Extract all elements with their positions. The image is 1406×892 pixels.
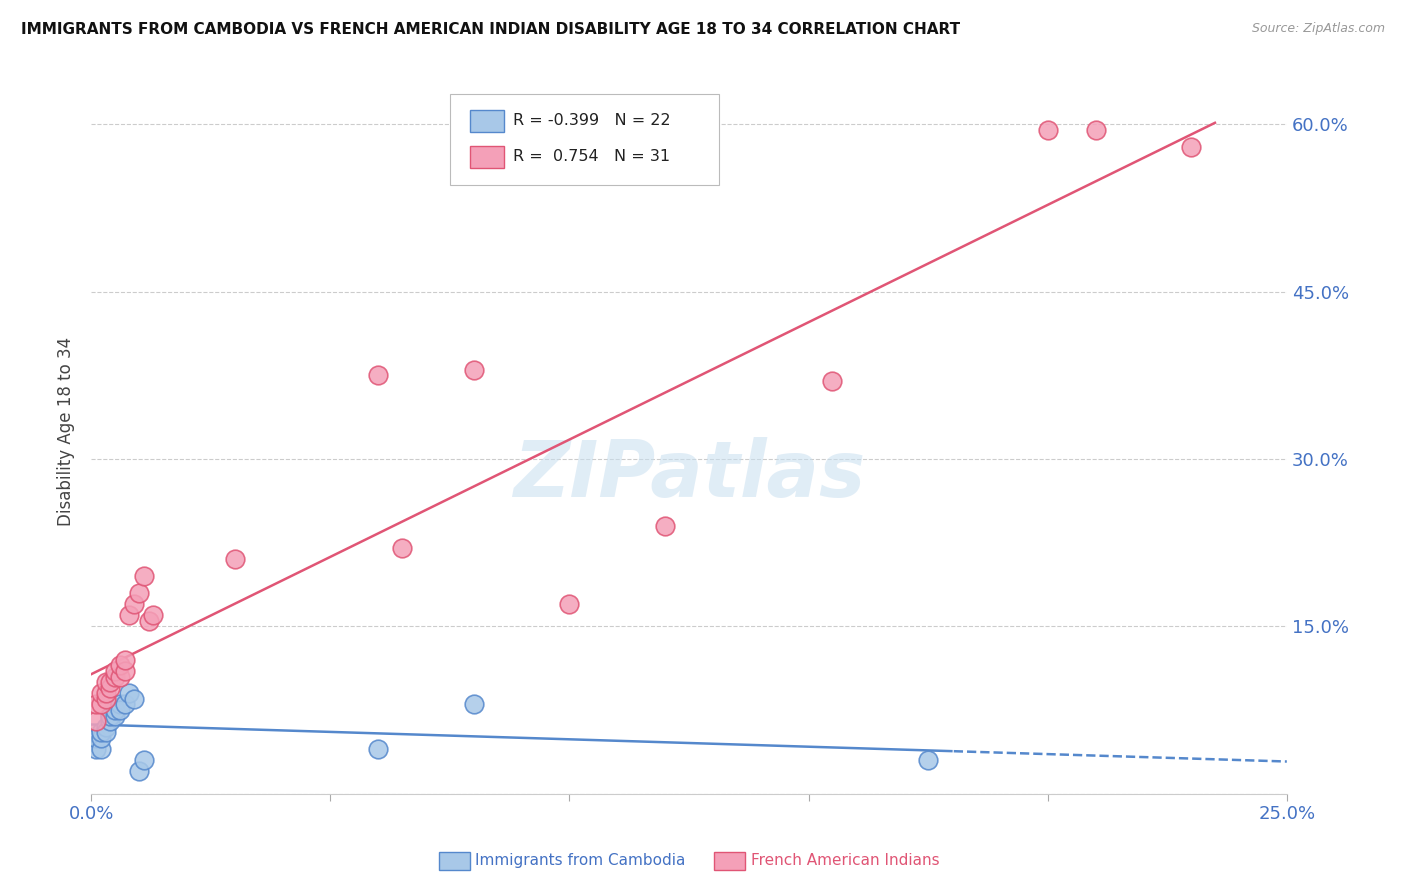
Point <box>94 691 117 706</box>
Point <box>114 664 136 678</box>
Point <box>654 519 676 533</box>
Point <box>118 608 141 623</box>
Point <box>114 653 136 667</box>
Point <box>104 664 127 678</box>
Point <box>821 374 844 388</box>
Point <box>122 691 145 706</box>
Text: Source: ZipAtlas.com: Source: ZipAtlas.com <box>1251 22 1385 36</box>
Point <box>463 363 485 377</box>
Text: ZIPatlas: ZIPatlas <box>513 436 865 513</box>
Point <box>98 714 121 728</box>
Point <box>128 764 150 779</box>
Y-axis label: Disability Age 18 to 34: Disability Age 18 to 34 <box>58 336 75 525</box>
Point <box>367 742 389 756</box>
Point <box>1084 123 1107 137</box>
Point <box>104 669 127 683</box>
Point <box>128 586 150 600</box>
Text: IMMIGRANTS FROM CAMBODIA VS FRENCH AMERICAN INDIAN DISABILITY AGE 18 TO 34 CORRE: IMMIGRANTS FROM CAMBODIA VS FRENCH AMERI… <box>21 22 960 37</box>
Point <box>94 725 117 739</box>
FancyBboxPatch shape <box>714 852 745 870</box>
Point <box>98 681 121 695</box>
Point <box>94 675 117 690</box>
Point <box>94 686 117 700</box>
FancyBboxPatch shape <box>439 852 470 870</box>
Point <box>90 742 112 756</box>
Point <box>90 725 112 739</box>
Point <box>108 658 131 673</box>
Point <box>108 698 131 712</box>
Point <box>132 753 155 767</box>
Point <box>558 597 581 611</box>
Point <box>224 552 246 566</box>
FancyBboxPatch shape <box>470 146 503 168</box>
Point <box>132 569 155 583</box>
Text: R =  0.754   N = 31: R = 0.754 N = 31 <box>513 150 671 164</box>
Point <box>104 708 127 723</box>
Point <box>98 675 121 690</box>
Point <box>98 708 121 723</box>
Point <box>122 597 145 611</box>
Point <box>108 703 131 717</box>
Point <box>90 731 112 745</box>
Point <box>142 608 165 623</box>
FancyBboxPatch shape <box>450 94 718 185</box>
Point <box>84 731 107 745</box>
Text: French American Indians: French American Indians <box>751 854 939 868</box>
Point <box>84 742 107 756</box>
Point <box>90 698 112 712</box>
Point <box>84 714 107 728</box>
Text: R = -0.399   N = 22: R = -0.399 N = 22 <box>513 113 671 128</box>
FancyBboxPatch shape <box>470 110 503 132</box>
Point <box>391 541 413 556</box>
Text: Immigrants from Cambodia: Immigrants from Cambodia <box>475 854 686 868</box>
Point <box>114 698 136 712</box>
Point <box>104 703 127 717</box>
Point <box>108 669 131 683</box>
Point <box>463 698 485 712</box>
Point <box>84 698 107 712</box>
Point <box>118 686 141 700</box>
Point <box>94 720 117 734</box>
Point <box>138 614 160 628</box>
Point <box>1180 139 1202 153</box>
Point <box>917 753 939 767</box>
Point <box>90 686 112 700</box>
Point <box>367 368 389 383</box>
Point <box>98 708 121 723</box>
Point <box>1036 123 1059 137</box>
